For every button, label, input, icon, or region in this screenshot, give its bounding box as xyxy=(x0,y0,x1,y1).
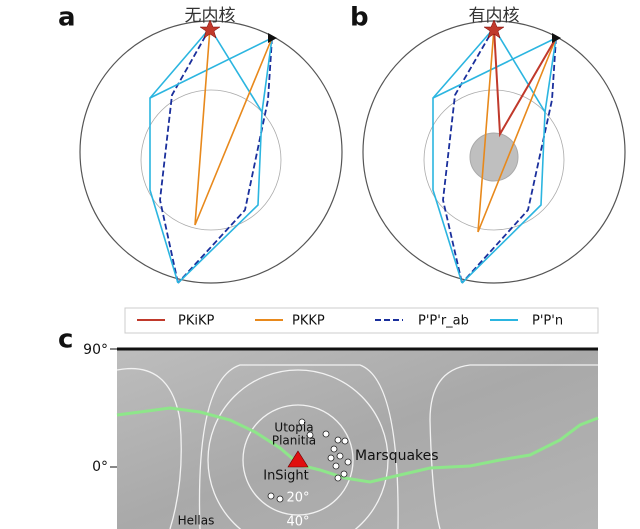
lat-label: 90° xyxy=(83,342,108,358)
marsquake-dots xyxy=(267,418,352,503)
map-label: 20° xyxy=(286,491,309,506)
lat-label: 0° xyxy=(92,459,108,475)
core-outline xyxy=(140,89,282,231)
ray xyxy=(177,37,273,284)
ray xyxy=(159,27,211,284)
panel-title: 无内核 xyxy=(185,6,236,26)
source-star xyxy=(199,19,221,39)
map-label: Hellas xyxy=(178,514,215,528)
ray xyxy=(432,27,495,284)
map xyxy=(117,348,598,529)
ray xyxy=(461,37,557,284)
legend-label: PKiKP xyxy=(178,314,215,329)
distance-contours xyxy=(116,364,598,529)
station-marker xyxy=(268,33,277,43)
station-marker xyxy=(552,33,561,43)
ray xyxy=(493,27,546,113)
ray xyxy=(432,37,557,99)
panel-letter: c xyxy=(58,325,73,355)
mantle-outline xyxy=(79,20,343,284)
core-outline xyxy=(423,89,565,231)
legend-label: P'P'r_ab xyxy=(418,314,469,329)
panel-title: 有内核 xyxy=(469,6,520,26)
inner-core xyxy=(469,132,519,182)
dichotomy-boundary xyxy=(116,406,599,484)
ray xyxy=(194,27,273,226)
map-label: Planitia xyxy=(272,434,316,448)
insight-marker xyxy=(287,450,309,468)
legend-label: PKKP xyxy=(292,314,325,329)
ray xyxy=(477,27,557,233)
map-label: Utopia xyxy=(274,421,313,435)
panel-letter: a xyxy=(58,3,76,33)
ray xyxy=(149,27,211,284)
map-label: Marsquakes xyxy=(355,448,439,464)
panel-letter: b xyxy=(350,3,369,33)
ray xyxy=(149,37,273,99)
legend-box xyxy=(124,307,599,334)
ray xyxy=(461,37,557,284)
ray xyxy=(493,27,557,138)
map-label: InSight xyxy=(263,469,309,484)
legend-label: P'P'n xyxy=(532,314,563,329)
map-label: 40° xyxy=(286,515,309,529)
ray xyxy=(209,27,263,113)
source-star xyxy=(483,19,505,39)
ray xyxy=(442,27,495,284)
ray xyxy=(177,37,273,284)
